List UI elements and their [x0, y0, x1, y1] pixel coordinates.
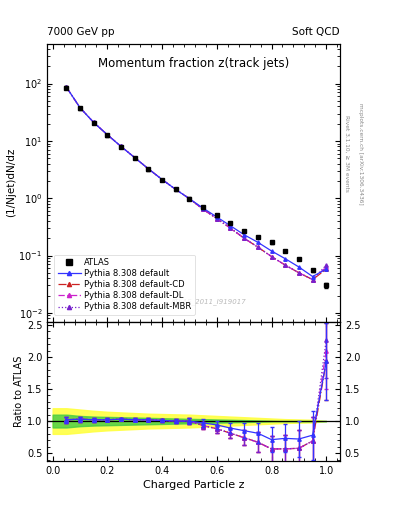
- Text: 7000 GeV pp: 7000 GeV pp: [47, 27, 115, 36]
- Legend: ATLAS, Pythia 8.308 default, Pythia 8.308 default-CD, Pythia 8.308 default-DL, P: ATLAS, Pythia 8.308 default, Pythia 8.30…: [54, 255, 195, 315]
- Text: Soft QCD: Soft QCD: [292, 27, 340, 36]
- Text: ATLAS_2011_I919017: ATLAS_2011_I919017: [170, 298, 246, 305]
- X-axis label: Charged Particle z: Charged Particle z: [143, 480, 244, 490]
- Text: Rivet 3.1.10, ≥ 3M events: Rivet 3.1.10, ≥ 3M events: [344, 115, 349, 192]
- Text: mcplots.cern.ch [arXiv:1306.3436]: mcplots.cern.ch [arXiv:1306.3436]: [358, 103, 363, 204]
- Y-axis label: Ratio to ATLAS: Ratio to ATLAS: [14, 355, 24, 427]
- Y-axis label: (1/Njet)dN/dz: (1/Njet)dN/dz: [6, 148, 16, 217]
- Text: Momentum fraction z(track jets): Momentum fraction z(track jets): [98, 57, 289, 71]
